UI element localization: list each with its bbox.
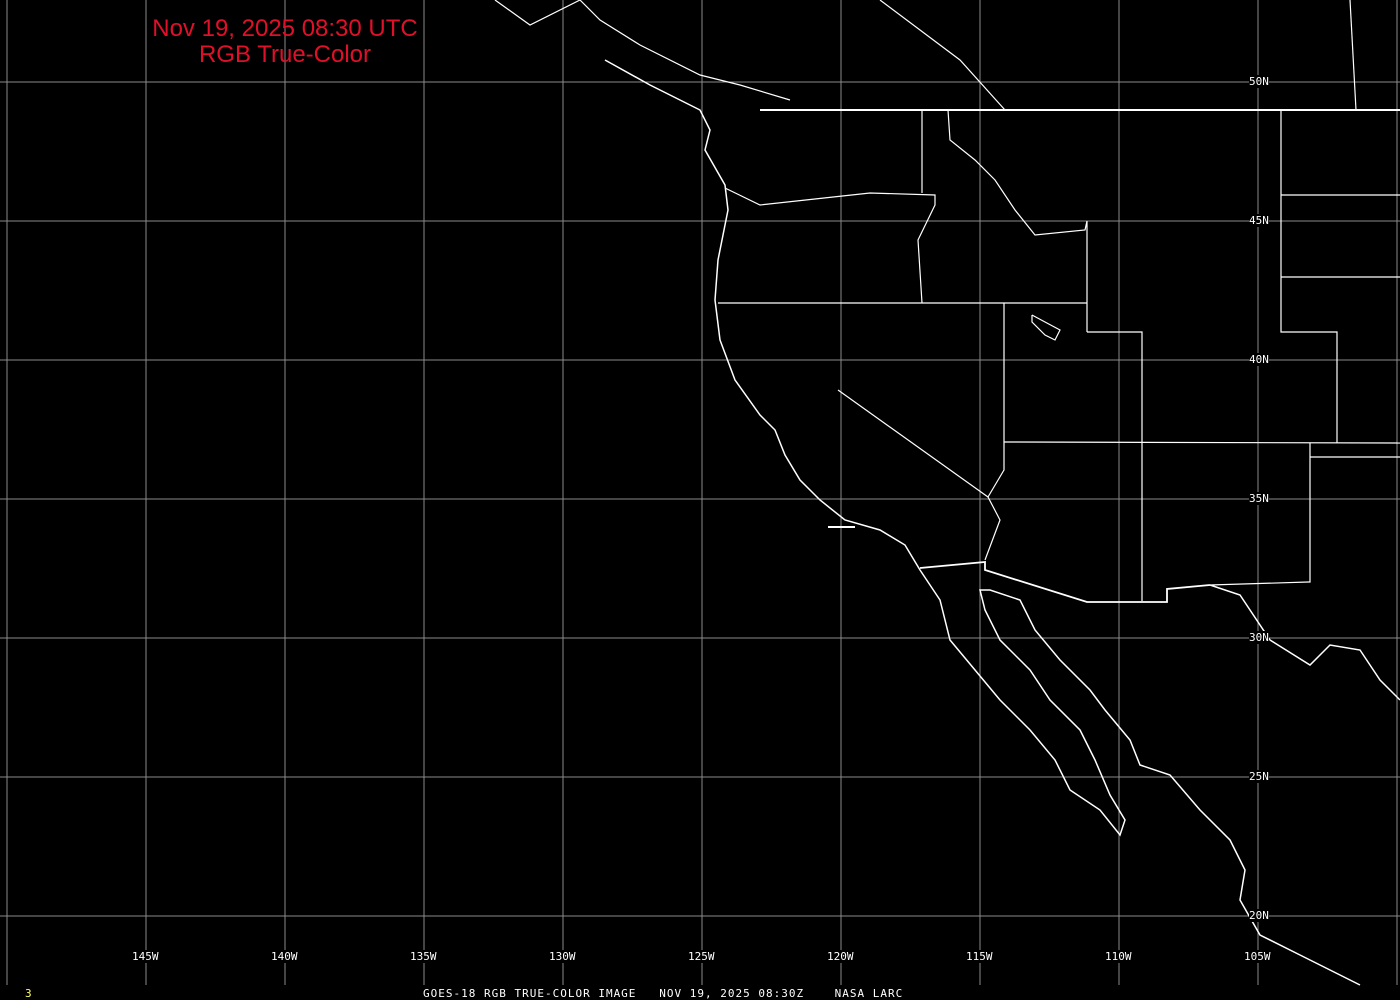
footer-caption: GOES-18 RGB TRUE-COLOR IMAGE NOV 19, 202… [423,987,904,1000]
longitude-label: 140W [271,950,298,963]
nm-border [1209,443,1311,586]
title-datetime: Nov 19, 2025 08:30 UTC [152,15,418,42]
canada-province-line [879,0,1006,111]
latitude-label: 35N [1249,492,1269,505]
longitude-label: 130W [549,950,576,963]
latitude-label: 25N [1249,770,1269,783]
longitude-label: 145W [132,950,159,963]
id-mt-border [947,109,1088,332]
latitude-label: 45N [1249,214,1269,227]
wy-border [1280,110,1338,443]
ut-north-border [1087,331,1143,601]
us-mexico-border [919,561,1211,603]
coastline-bc [494,0,791,101]
great-salt-lake [1031,314,1061,341]
canada-province-line-2 [1349,0,1357,111]
title-product: RGB True-Color [198,41,372,68]
longitude-label: 120W [827,950,854,963]
latitude-label: 30N [1249,631,1269,644]
longitude-label: 135W [410,950,437,963]
latitude-label: 50N [1249,75,1269,88]
frame-number: 3 [25,987,33,1000]
longitude-label: 105W [1244,950,1271,963]
boundaries [494,0,1400,986]
four-corners-line [1003,441,1400,444]
coastline-mexico-north [1209,584,1400,701]
coastline-pacific [604,59,1361,986]
latitude-label: 40N [1249,353,1269,366]
nv-ut-border [984,303,1005,561]
longitude-label: 110W [1105,950,1132,963]
longitude-label: 125W [688,950,715,963]
latitude-label: 20N [1249,909,1269,922]
ca-nv-diagonal [837,389,989,498]
longitude-label: 115W [966,950,993,963]
wa-or-border [724,187,936,304]
